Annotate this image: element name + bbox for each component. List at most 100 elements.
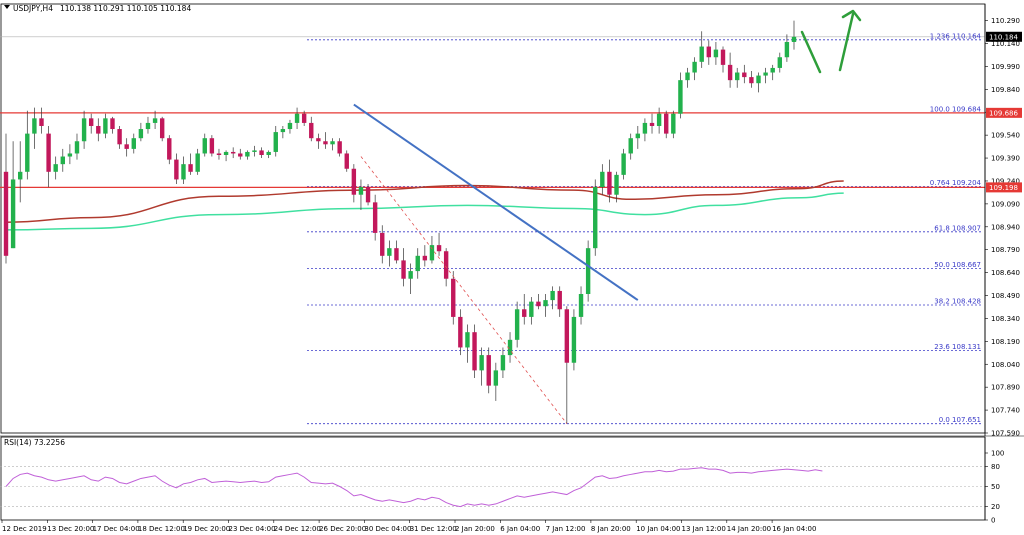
bullish-candle (266, 150, 271, 159)
price-tick-label: 109.840 (991, 86, 1020, 94)
bearish-candle (3, 133, 9, 264)
bearish-candle (607, 159, 612, 203)
candle-body (337, 141, 342, 154)
candle-body (238, 153, 243, 157)
candle-body (443, 251, 449, 279)
bullish-candle (763, 67, 768, 84)
candle-body (422, 255, 428, 261)
candle-body (259, 150, 264, 155)
bullish-candle (465, 324, 470, 363)
candle-body (607, 171, 612, 195)
bearish-candle (167, 135, 172, 165)
bullish-candle (10, 141, 16, 249)
bearish-candle (451, 271, 456, 325)
bearish-candle (188, 153, 193, 175)
moving-average-slow (5, 180, 844, 223)
bearish-candle (401, 248, 406, 287)
candle-body (593, 187, 598, 249)
bullish-candle (713, 41, 719, 65)
candle-body (642, 122, 648, 134)
candle-body (529, 301, 534, 317)
candle-body (571, 316, 577, 363)
ohlc-header: USDJPY,H4 110.138 110.291 110.105 110.18… (4, 4, 191, 13)
bullish-candle (543, 294, 548, 317)
candle-body (110, 118, 115, 130)
bullish-candle (195, 148, 200, 175)
bullish-candle (642, 118, 648, 142)
candle-body (649, 122, 655, 126)
rsi-tick-label: 80 (991, 463, 1000, 471)
candle-body (720, 49, 726, 65)
ma-price-label: 109.198 (989, 184, 1018, 192)
candle-body (578, 294, 584, 317)
time-label: 13 Jan 12:00 (682, 525, 726, 533)
bearish-candle (749, 70, 754, 88)
candle-body (74, 141, 80, 154)
time-label: 13 Dec 20:00 (47, 525, 94, 533)
time-label: 6 Jan 04:00 (500, 525, 540, 533)
bullish-candle (791, 20, 797, 50)
rsi-label: RSI(14) 73.2256 (4, 438, 65, 447)
bullish-candle (770, 64, 775, 81)
candle-body (3, 171, 9, 256)
bullish-candle (67, 144, 73, 165)
candle-body (550, 290, 555, 301)
bullish-candle (330, 138, 335, 151)
candle-body (763, 72, 768, 76)
candle-body (323, 141, 328, 145)
bullish-candle (32, 107, 37, 149)
time-label: 17 Dec 04:00 (93, 525, 140, 533)
bullish-candle (223, 150, 229, 162)
fib-level-label: 38.2 108.428 (934, 297, 981, 305)
bullish-candle (493, 362, 499, 401)
bearish-candle (394, 240, 399, 264)
bearish-candle (309, 116, 314, 142)
bullish-candle (529, 297, 534, 325)
bearish-candle (472, 324, 477, 379)
bullish-candle (692, 57, 697, 81)
candle-body (656, 113, 662, 126)
candle-body (564, 309, 570, 363)
bullish-candle (656, 107, 662, 134)
bearish-candle (486, 347, 491, 394)
bullish-candle (387, 240, 392, 267)
candle-body (401, 260, 406, 279)
candle-body (621, 153, 626, 175)
bullish-candle (635, 125, 641, 149)
forecast-down-stroke (800, 30, 822, 74)
bullish-candle (103, 113, 108, 139)
time-label: 23 Dec 04:00 (229, 525, 276, 533)
rsi-tick-label: 100 (991, 450, 1004, 458)
fib-swing-line (360, 156, 568, 424)
fib-level-label: 0.0 107.651 (939, 416, 981, 424)
fib-level-label: 0.764 109.204 (930, 179, 982, 187)
candle-body (735, 72, 740, 81)
candle-body (188, 164, 193, 172)
bearish-candle (536, 294, 541, 310)
bearish-candle (216, 148, 222, 160)
rsi-axis: 100 80 50 20 0 (984, 437, 1004, 525)
chevron-down-icon[interactable] (4, 5, 10, 9)
bearish-candle (110, 116, 115, 134)
candle-body (344, 153, 349, 169)
bullish-candle (138, 122, 144, 142)
bullish-candle (294, 107, 300, 130)
candle-body (671, 113, 676, 134)
candle-body (479, 355, 484, 371)
bullish-candle (429, 235, 435, 264)
time-label: 30 Dec 04:00 (364, 525, 411, 533)
bearish-candle (557, 286, 562, 317)
bullish-candle (152, 110, 158, 130)
price-tick-label: 108.340 (991, 315, 1020, 323)
bullish-candle (756, 72, 761, 93)
candle-body (294, 113, 300, 123)
candle-body (514, 309, 520, 340)
price-tick-label: 108.640 (991, 269, 1020, 277)
candle-body (280, 129, 286, 133)
price-tick-label: 109.390 (991, 155, 1020, 163)
candle-body (628, 138, 633, 154)
bullish-candle (181, 156, 186, 185)
candle-body (380, 232, 385, 256)
